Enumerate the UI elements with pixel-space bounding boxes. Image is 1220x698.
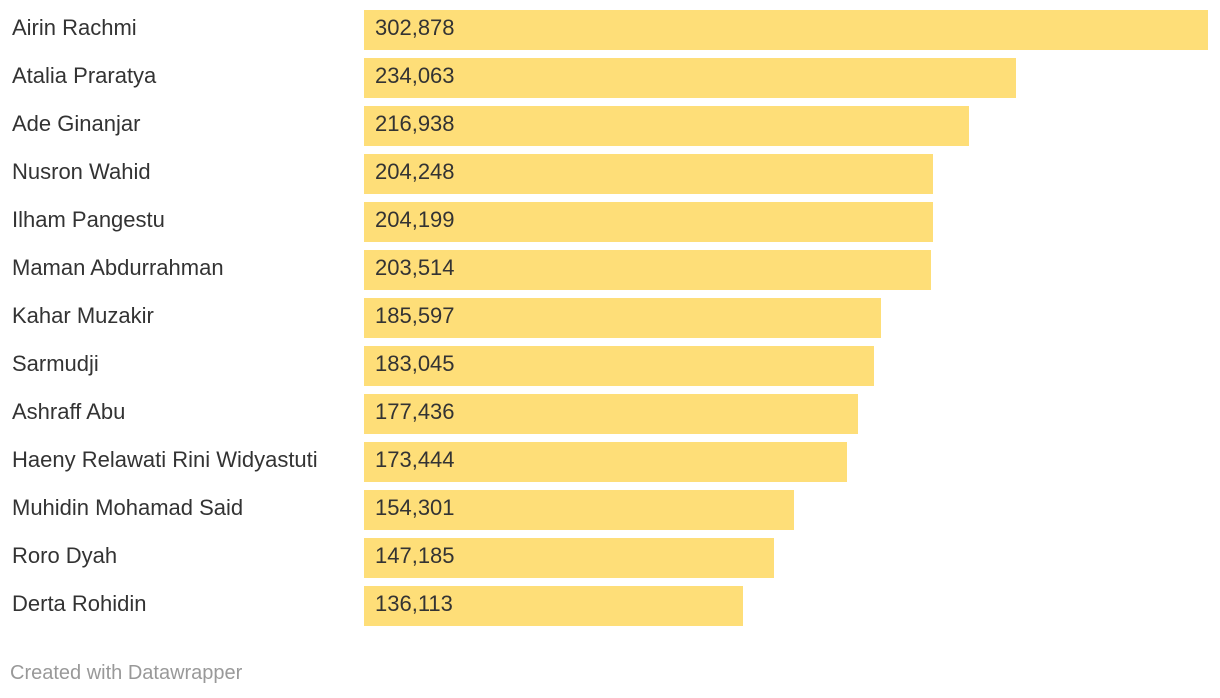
value-label: 136,113 bbox=[375, 591, 453, 616]
value-label: 204,199 bbox=[375, 207, 455, 232]
value-label: 177,436 bbox=[375, 399, 455, 424]
chart-row: Sarmudji 183,045 bbox=[0, 346, 1220, 386]
chart-row: Ashraff Abu 177,436 bbox=[0, 394, 1220, 434]
bar bbox=[364, 154, 934, 194]
category-label: Atalia Praratya bbox=[12, 63, 157, 88]
category-label: Muhidin Mohamad Said bbox=[12, 495, 244, 520]
chart-row: Atalia Praratya 234,063 bbox=[0, 58, 1220, 98]
bar bbox=[364, 250, 932, 290]
category-label: Ilham Pangestu bbox=[12, 207, 165, 232]
bar bbox=[364, 538, 775, 578]
bar bbox=[364, 490, 794, 530]
value-label: 185,597 bbox=[375, 303, 455, 328]
bar bbox=[364, 58, 1017, 98]
category-label: Nusron Wahid bbox=[12, 159, 151, 184]
bar bbox=[364, 394, 859, 434]
chart-row: Muhidin Mohamad Said 154,301 bbox=[0, 490, 1220, 530]
chart-row: Haeny Relawati Rini Widyastuti 173,444 bbox=[0, 442, 1220, 482]
value-label: 216,938 bbox=[375, 111, 455, 136]
value-label: 183,045 bbox=[375, 351, 455, 376]
chart-row: Nusron Wahid 204,248 bbox=[0, 154, 1220, 194]
value-label: 147,185 bbox=[375, 543, 455, 568]
footer-credit: Created with Datawrapper bbox=[10, 662, 243, 684]
category-label: Sarmudji bbox=[12, 351, 99, 376]
category-label: Ade Ginanjar bbox=[12, 111, 141, 136]
value-label: 203,514 bbox=[375, 255, 455, 280]
value-label: 154,301 bbox=[375, 495, 455, 520]
category-label: Airin Rachmi bbox=[12, 15, 137, 40]
value-label: 234,063 bbox=[375, 63, 455, 88]
chart-row: Maman Abdurrahman 203,514 bbox=[0, 250, 1220, 290]
bar bbox=[364, 202, 934, 242]
chart-row: Roro Dyah 147,185 bbox=[0, 538, 1220, 578]
category-label: Kahar Muzakir bbox=[12, 303, 154, 328]
category-label: Ashraff Abu bbox=[12, 399, 126, 424]
bar bbox=[364, 346, 875, 386]
value-label: 204,248 bbox=[375, 159, 455, 184]
category-label: Roro Dyah bbox=[12, 543, 118, 568]
bar-chart: Airin Rachmi 302,878 Atalia Praratya 234,06… bbox=[0, 10, 1220, 626]
bar bbox=[364, 10, 1208, 50]
category-label: Derta Rohidin bbox=[12, 591, 147, 616]
chart-row: Kahar Muzakir 185,597 bbox=[0, 298, 1220, 338]
category-label: Haeny Relawati Rini Widyastuti bbox=[12, 447, 318, 472]
chart-row: Ilham Pangestu 204,199 bbox=[0, 202, 1220, 242]
value-label: 302,878 bbox=[375, 15, 455, 40]
value-label: 173,444 bbox=[375, 447, 455, 472]
chart-row: Ade Ginanjar 216,938 bbox=[0, 106, 1220, 146]
bar bbox=[364, 586, 744, 626]
category-label: Maman Abdurrahman bbox=[12, 255, 224, 280]
bar bbox=[364, 298, 882, 338]
bar bbox=[364, 442, 848, 482]
chart-row: Derta Rohidin 136,113 bbox=[0, 586, 1220, 626]
chart-row: Airin Rachmi 302,878 bbox=[0, 10, 1220, 50]
bar bbox=[364, 106, 969, 146]
